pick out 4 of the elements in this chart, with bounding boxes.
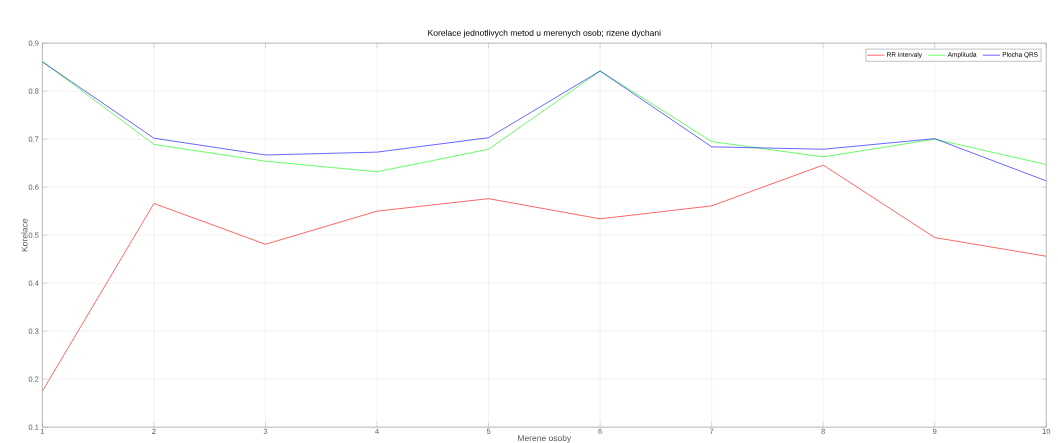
line-series [42, 164, 1047, 392]
chart-title: Korelace jednotlivych metod u merenych osob; rizene dychani [428, 29, 661, 38]
y-axis-title: Korelace [21, 218, 28, 252]
x-axis-title: Merene osoby [518, 434, 572, 443]
